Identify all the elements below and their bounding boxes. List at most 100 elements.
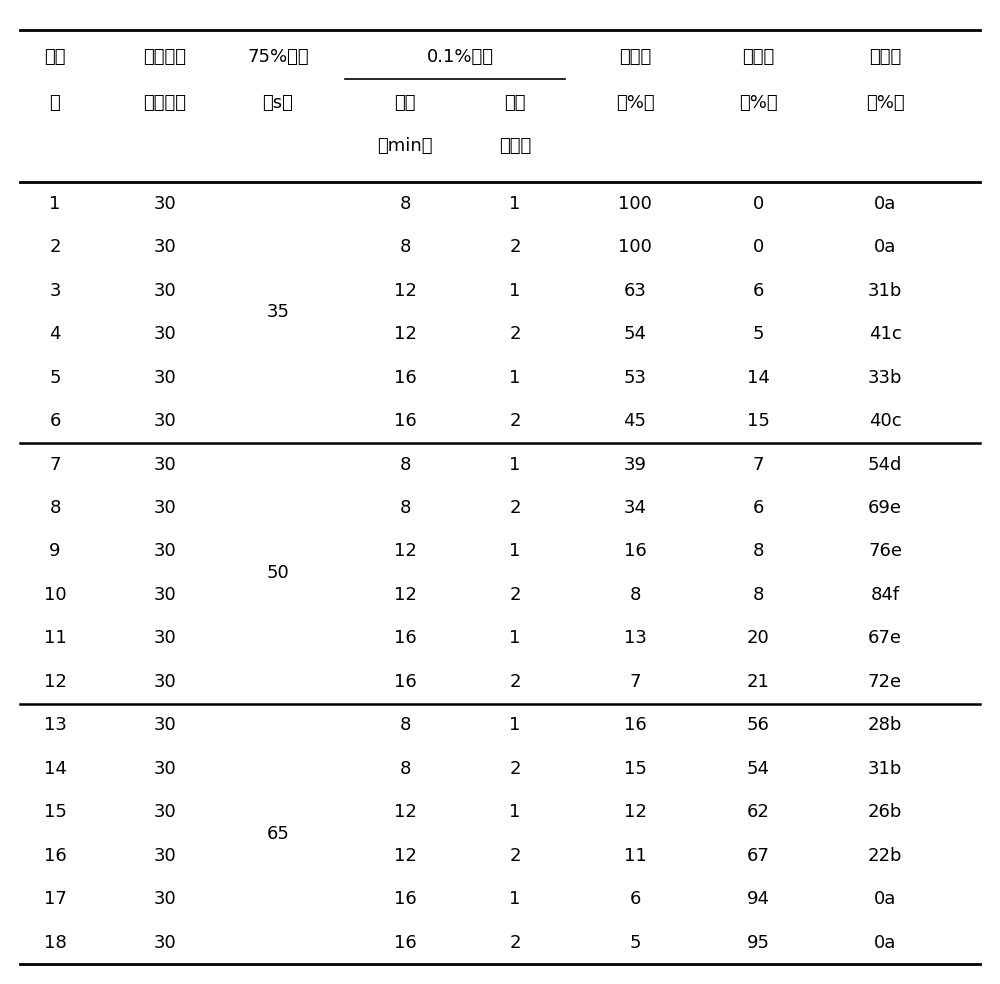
Text: 8: 8 bbox=[49, 499, 61, 517]
Text: 0.1%升汞: 0.1%升汞 bbox=[426, 48, 494, 66]
Text: 2: 2 bbox=[509, 673, 521, 691]
Text: 69e: 69e bbox=[868, 499, 902, 517]
Text: 6: 6 bbox=[629, 891, 641, 908]
Text: 16: 16 bbox=[394, 412, 416, 430]
Text: 15: 15 bbox=[747, 412, 769, 430]
Text: 67: 67 bbox=[747, 846, 769, 865]
Text: 35: 35 bbox=[266, 303, 290, 322]
Text: 12: 12 bbox=[394, 803, 416, 822]
Text: 处理: 处理 bbox=[44, 48, 66, 66]
Text: 次数: 次数 bbox=[504, 94, 526, 112]
Text: 30: 30 bbox=[154, 325, 176, 343]
Text: 30: 30 bbox=[154, 369, 176, 387]
Text: 20: 20 bbox=[747, 630, 769, 647]
Text: 18: 18 bbox=[44, 934, 66, 952]
Text: 2: 2 bbox=[49, 238, 61, 256]
Text: 30: 30 bbox=[154, 585, 176, 604]
Text: 84f: 84f bbox=[870, 585, 900, 604]
Text: 95: 95 bbox=[746, 934, 770, 952]
Text: 12: 12 bbox=[394, 281, 416, 300]
Text: 94: 94 bbox=[746, 891, 770, 908]
Text: 1: 1 bbox=[509, 369, 521, 387]
Text: 1: 1 bbox=[509, 542, 521, 561]
Text: 12: 12 bbox=[624, 803, 646, 822]
Text: （s）: （s） bbox=[263, 94, 293, 112]
Text: 10: 10 bbox=[44, 585, 66, 604]
Text: 53: 53 bbox=[624, 369, 646, 387]
Text: 100: 100 bbox=[618, 238, 652, 256]
Text: （%）: （%） bbox=[866, 94, 904, 112]
Text: 2: 2 bbox=[509, 846, 521, 865]
Text: 12: 12 bbox=[44, 673, 66, 691]
Text: 11: 11 bbox=[624, 846, 646, 865]
Text: 30: 30 bbox=[154, 412, 176, 430]
Text: 15: 15 bbox=[624, 760, 646, 777]
Text: 1: 1 bbox=[509, 195, 521, 213]
Text: 56: 56 bbox=[747, 716, 769, 734]
Text: 22b: 22b bbox=[868, 846, 902, 865]
Text: 1: 1 bbox=[509, 803, 521, 822]
Text: 34: 34 bbox=[624, 499, 646, 517]
Text: 7: 7 bbox=[752, 456, 764, 473]
Text: 8: 8 bbox=[399, 238, 411, 256]
Text: 41c: 41c bbox=[869, 325, 901, 343]
Text: 5: 5 bbox=[629, 934, 641, 952]
Text: 7: 7 bbox=[629, 673, 641, 691]
Text: 11: 11 bbox=[44, 630, 66, 647]
Text: 目（个）: 目（个） bbox=[144, 94, 186, 112]
Text: 1: 1 bbox=[49, 195, 61, 213]
Text: 30: 30 bbox=[154, 238, 176, 256]
Text: 12: 12 bbox=[394, 542, 416, 561]
Text: 30: 30 bbox=[154, 846, 176, 865]
Text: 外植体数: 外植体数 bbox=[144, 48, 186, 66]
Text: 17: 17 bbox=[44, 891, 66, 908]
Text: 12: 12 bbox=[394, 325, 416, 343]
Text: 65: 65 bbox=[267, 825, 289, 843]
Text: 16: 16 bbox=[394, 891, 416, 908]
Text: 2: 2 bbox=[509, 760, 521, 777]
Text: 1: 1 bbox=[509, 891, 521, 908]
Text: 时间: 时间 bbox=[394, 94, 416, 112]
Text: 14: 14 bbox=[44, 760, 66, 777]
Text: 6: 6 bbox=[752, 499, 764, 517]
Text: 2: 2 bbox=[509, 412, 521, 430]
Text: 8: 8 bbox=[399, 760, 411, 777]
Text: 16: 16 bbox=[44, 846, 66, 865]
Text: 62: 62 bbox=[747, 803, 769, 822]
Text: 16: 16 bbox=[394, 673, 416, 691]
Text: 15: 15 bbox=[44, 803, 66, 822]
Text: 6: 6 bbox=[49, 412, 61, 430]
Text: 30: 30 bbox=[154, 891, 176, 908]
Text: 染菌率: 染菌率 bbox=[619, 48, 651, 66]
Text: （%）: （%） bbox=[616, 94, 654, 112]
Text: 39: 39 bbox=[624, 456, 646, 473]
Text: 30: 30 bbox=[154, 456, 176, 473]
Text: 3: 3 bbox=[49, 281, 61, 300]
Text: 30: 30 bbox=[154, 630, 176, 647]
Text: 8: 8 bbox=[399, 716, 411, 734]
Text: 76e: 76e bbox=[868, 542, 902, 561]
Text: 16: 16 bbox=[624, 716, 646, 734]
Text: 0a: 0a bbox=[874, 891, 896, 908]
Text: 1: 1 bbox=[509, 630, 521, 647]
Text: 54d: 54d bbox=[868, 456, 902, 473]
Text: 8: 8 bbox=[752, 542, 764, 561]
Text: 存活率: 存活率 bbox=[869, 48, 901, 66]
Text: 30: 30 bbox=[154, 281, 176, 300]
Text: 31b: 31b bbox=[868, 760, 902, 777]
Text: 40c: 40c bbox=[869, 412, 901, 430]
Text: 8: 8 bbox=[399, 499, 411, 517]
Text: 54: 54 bbox=[624, 325, 646, 343]
Text: 1: 1 bbox=[509, 716, 521, 734]
Text: 2: 2 bbox=[509, 499, 521, 517]
Text: 0: 0 bbox=[752, 195, 764, 213]
Text: 30: 30 bbox=[154, 542, 176, 561]
Text: 褐化率: 褐化率 bbox=[742, 48, 774, 66]
Text: 号: 号 bbox=[50, 94, 60, 112]
Text: 33b: 33b bbox=[868, 369, 902, 387]
Text: 12: 12 bbox=[394, 846, 416, 865]
Text: 0a: 0a bbox=[874, 195, 896, 213]
Text: 0: 0 bbox=[752, 238, 764, 256]
Text: 5: 5 bbox=[752, 325, 764, 343]
Text: 16: 16 bbox=[624, 542, 646, 561]
